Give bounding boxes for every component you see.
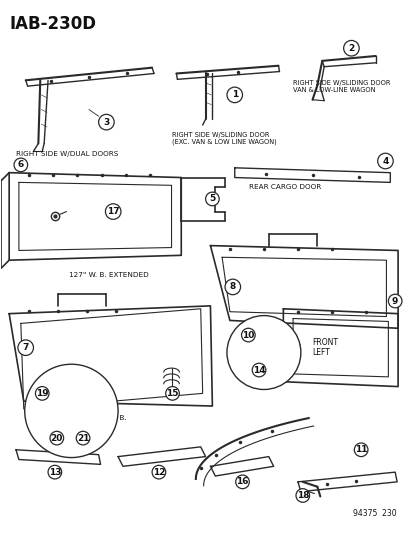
- Circle shape: [36, 386, 49, 400]
- Text: 4: 4: [381, 157, 388, 166]
- Text: 2: 2: [347, 44, 354, 53]
- Text: REAR CARGO DOOR: REAR CARGO DOOR: [249, 184, 321, 190]
- Text: 15: 15: [166, 389, 178, 398]
- Text: 3: 3: [103, 118, 109, 127]
- Text: IAB-230D: IAB-230D: [9, 15, 96, 33]
- Text: 109" W. B.: 109" W. B.: [89, 415, 126, 421]
- Circle shape: [76, 431, 90, 445]
- Text: 127" W. B. EXTENDED: 127" W. B. EXTENDED: [69, 272, 149, 278]
- Text: RIGHT SIDE W/SLIDING DOOR
VAN & LOW-LINE WAGON: RIGHT SIDE W/SLIDING DOOR VAN & LOW-LINE…: [292, 80, 389, 93]
- Text: 94375  230: 94375 230: [352, 509, 395, 518]
- Text: RIGHT SIDE W/DUAL DOORS: RIGHT SIDE W/DUAL DOORS: [16, 151, 118, 157]
- Text: 16: 16: [236, 478, 248, 487]
- Text: 7: 7: [22, 343, 29, 352]
- Text: 21: 21: [77, 434, 89, 442]
- Text: RIGHT SIDE W/SLIDING DOOR
(EXC. VAN & LOW LINE WAGON): RIGHT SIDE W/SLIDING DOOR (EXC. VAN & LO…: [171, 132, 275, 146]
- Text: 12: 12: [152, 467, 165, 477]
- Circle shape: [25, 364, 118, 457]
- Text: 19: 19: [36, 389, 48, 398]
- Text: FRONT
LEFT: FRONT LEFT: [312, 338, 338, 358]
- Circle shape: [354, 443, 367, 457]
- Text: 13: 13: [48, 467, 61, 477]
- Circle shape: [48, 465, 62, 479]
- Text: 5: 5: [209, 195, 215, 204]
- Circle shape: [252, 364, 265, 377]
- Text: 127" W. B.: 127" W. B.: [263, 340, 301, 346]
- Circle shape: [235, 475, 249, 489]
- Circle shape: [241, 328, 254, 342]
- Circle shape: [387, 294, 401, 308]
- Circle shape: [18, 340, 33, 356]
- Circle shape: [226, 316, 300, 390]
- Circle shape: [226, 87, 242, 103]
- Circle shape: [377, 153, 392, 169]
- Circle shape: [14, 158, 28, 172]
- Circle shape: [205, 192, 218, 206]
- Circle shape: [165, 386, 179, 400]
- Text: 10: 10: [242, 330, 254, 340]
- Circle shape: [225, 279, 240, 295]
- Circle shape: [98, 115, 114, 130]
- Circle shape: [343, 41, 358, 56]
- Text: 17: 17: [107, 207, 119, 216]
- Text: 20: 20: [50, 434, 63, 442]
- Text: 8: 8: [229, 282, 235, 292]
- Text: 11: 11: [354, 445, 366, 454]
- Text: 14: 14: [252, 366, 265, 375]
- Circle shape: [50, 431, 64, 445]
- Text: 18: 18: [296, 491, 309, 500]
- Circle shape: [295, 489, 309, 502]
- Text: 6: 6: [18, 160, 24, 169]
- Circle shape: [152, 465, 165, 479]
- Circle shape: [105, 204, 121, 220]
- Text: 1: 1: [231, 91, 237, 99]
- Text: 9: 9: [391, 296, 397, 305]
